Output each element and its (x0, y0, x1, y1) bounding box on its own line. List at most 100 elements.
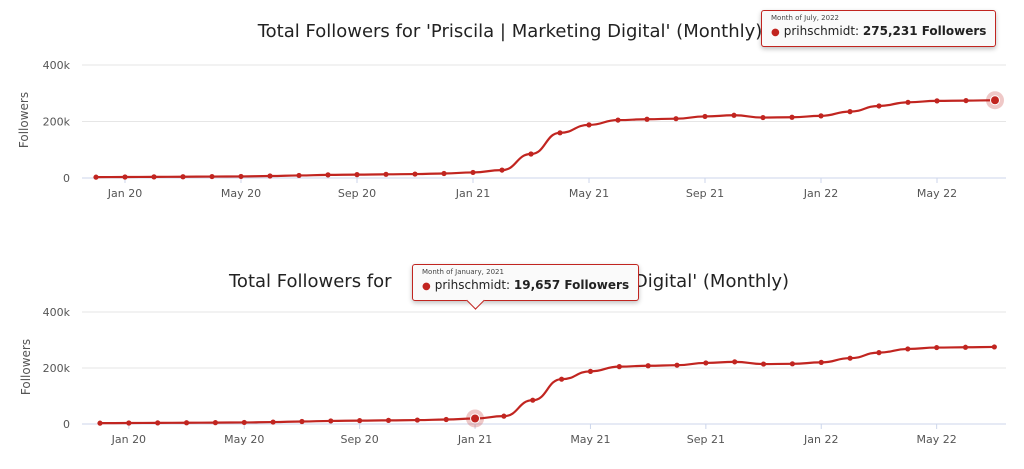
x-axis: Jan 20 May 20 Sep 20 Jan 21 May 21 Sep 21 Jan … (111, 424, 957, 446)
data-point (155, 420, 161, 426)
x-tick-label: Sep 21 (687, 433, 725, 446)
chart-panel-bottom: Total Followers for Marketing Digital' (… (0, 245, 1024, 469)
data-point (732, 359, 738, 365)
data-point (183, 420, 190, 426)
data-point (470, 169, 476, 176)
data-point (963, 97, 969, 104)
x-tick-label: Jan 20 (107, 187, 142, 200)
x-axis: Jan 20 May 20 Sep 20 Jan 21 May 21 Sep 21 Jan … (107, 178, 957, 200)
x-tick-label: May 20 (221, 187, 261, 200)
x-tick-label: Jan 22 (803, 187, 838, 200)
data-point (241, 419, 247, 426)
data-point (93, 174, 99, 180)
data-point (238, 173, 244, 180)
data-point (299, 418, 305, 425)
series-line-followers (99, 345, 995, 425)
data-point (501, 413, 507, 419)
hover-point (470, 413, 481, 424)
hover-marker (986, 91, 1004, 110)
tooltip-series-name: prihschmidt (434, 278, 507, 292)
series-dot-icon: ● (771, 27, 780, 38)
data-point (328, 418, 334, 424)
data-point (876, 103, 882, 109)
data-point (383, 171, 389, 177)
data-point (674, 362, 680, 368)
grid (82, 311, 1006, 425)
data-point (702, 113, 708, 120)
data-point (934, 344, 940, 351)
data-point (151, 174, 157, 180)
data-point (760, 361, 767, 367)
data-point (731, 112, 737, 118)
y-tick-label: 200k (43, 362, 71, 375)
data-point (616, 364, 622, 370)
x-tick-label: Jan 21 (455, 187, 490, 200)
data-point (97, 420, 103, 426)
data-point (296, 172, 302, 179)
data-point (209, 173, 215, 180)
x-tick-label: Sep 20 (341, 433, 379, 446)
data-point (530, 397, 536, 403)
x-tick-label: Jan 22 (803, 433, 838, 446)
data-point (789, 114, 795, 120)
followers-chart-top: Total Followers for 'Priscila | Marketin… (17, 21, 1006, 200)
tooltip-value: 19,657 Followers (513, 278, 630, 292)
data-point (441, 170, 447, 177)
y-axis-title: Followers (17, 92, 31, 148)
data-point (126, 420, 132, 426)
tooltip-value: 275,231 Followers (862, 24, 987, 38)
data-point (645, 363, 651, 369)
data-point (499, 167, 505, 173)
data-point (876, 350, 882, 356)
data-point (180, 174, 186, 180)
data-point (122, 174, 128, 180)
data-point (559, 376, 565, 382)
x-tick-label: Sep 21 (686, 187, 724, 200)
series-points (97, 344, 997, 426)
data-point (385, 417, 392, 423)
data-point (212, 420, 218, 426)
x-tick-label: May 22 (917, 433, 957, 446)
data-point (325, 172, 331, 178)
hover-marker (466, 409, 485, 428)
tooltip-line: ● prihschmidt: 19,657 Followers (422, 278, 630, 292)
data-point (587, 368, 594, 374)
x-tick-label: Sep 20 (338, 187, 376, 200)
data-point (644, 116, 650, 122)
tooltip-top: Month of July, 2022 ● prihschmidt: 275,23… (761, 10, 997, 47)
data-point (789, 361, 796, 367)
x-tick-label: May 20 (224, 433, 264, 446)
x-tick-label: May 21 (570, 433, 610, 446)
data-point (962, 344, 969, 350)
chart-title-left: Total Followers for (228, 271, 392, 292)
data-point (528, 151, 534, 157)
chart-title: Total Followers for 'Priscila | Marketin… (257, 21, 763, 42)
tooltip-line: ● prihschmidt: 275,231 Followers (771, 24, 987, 38)
data-point (615, 117, 621, 123)
data-point (357, 418, 363, 424)
series-points (93, 97, 998, 180)
hover-point (990, 95, 1000, 106)
tooltip-header: Month of July, 2022 (771, 14, 839, 22)
grid (82, 64, 1006, 179)
data-point (586, 122, 592, 128)
data-point (847, 109, 853, 115)
y-axis: 0 200k 400k (43, 59, 71, 185)
data-point (934, 98, 940, 104)
y-tick-label: 400k (43, 59, 71, 72)
series-line-followers (95, 99, 996, 179)
data-point (270, 419, 276, 425)
data-point (267, 173, 273, 179)
y-axis: 0 200k 400k (43, 306, 71, 431)
data-point (905, 99, 911, 105)
y-tick-label: 200k (43, 116, 71, 129)
followers-chart-bottom: Total Followers for Marketing Digital' (… (19, 271, 1006, 446)
data-point (443, 416, 449, 423)
data-point (412, 171, 418, 177)
data-point (673, 116, 679, 122)
data-point (354, 172, 360, 178)
series-dot-icon: ● (422, 281, 431, 292)
y-tick-label: 0 (63, 172, 70, 185)
x-tick-label: Jan 20 (111, 433, 146, 446)
x-tick-label: Jan 21 (457, 433, 492, 446)
